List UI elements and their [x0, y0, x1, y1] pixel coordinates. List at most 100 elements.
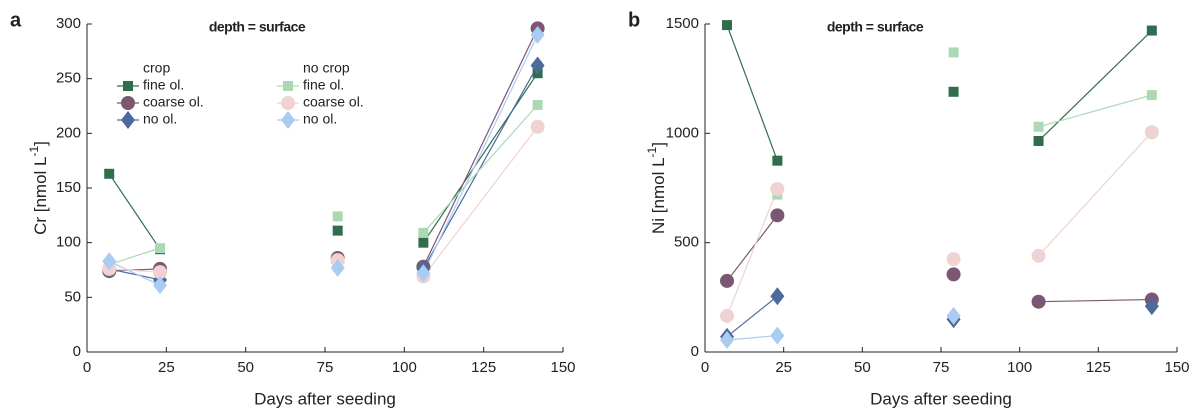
marker	[332, 211, 343, 222]
series-line	[727, 296, 1152, 336]
panel-letter: a	[10, 9, 22, 31]
y-tick-label: 0	[691, 343, 699, 360]
marker	[154, 243, 165, 254]
y-tick-label: 250	[56, 70, 81, 87]
y-tick-label: 0	[73, 343, 81, 360]
marker	[102, 252, 117, 271]
y-axis-label-sup: -1	[27, 145, 41, 156]
marker	[722, 20, 733, 31]
panel-subtitle: depth = surface	[209, 19, 306, 35]
series-line	[726, 24, 1153, 161]
y-tick-label: 1500	[666, 15, 699, 32]
x-tick-label: 50	[854, 359, 871, 376]
y-tick-label: 1000	[666, 124, 699, 141]
legend-label: no ol.	[143, 111, 177, 127]
marker	[418, 227, 429, 238]
marker	[1144, 297, 1159, 316]
marker	[770, 208, 785, 223]
marker	[330, 258, 345, 277]
x-tick-label: 0	[83, 359, 91, 376]
y-axis-label-end: ]	[31, 141, 50, 146]
series-line	[108, 34, 539, 286]
marker	[416, 264, 431, 283]
marker	[1031, 294, 1046, 309]
series-line	[1038, 94, 1152, 128]
marker	[720, 308, 735, 323]
y-tick-label: 50	[64, 288, 81, 305]
series-line	[727, 316, 954, 340]
x-tick-label: 50	[237, 359, 254, 376]
x-axis-label: Days after seeding	[870, 389, 1012, 408]
x-axis-label: Days after seeding	[254, 389, 396, 408]
marker	[152, 276, 167, 295]
legend-group: crop	[143, 60, 170, 76]
marker	[720, 273, 735, 288]
marker	[530, 119, 545, 134]
legend-label: fine ol.	[303, 77, 344, 93]
legend-label: fine ol.	[143, 77, 184, 93]
marker	[946, 252, 961, 267]
marker	[1146, 90, 1157, 101]
marker	[1033, 121, 1044, 132]
legend-marker	[281, 111, 295, 129]
x-tick-label: 75	[933, 359, 950, 376]
series-line	[108, 72, 539, 250]
y-axis-label-end: ]	[649, 142, 668, 147]
x-tick-label: 150	[550, 359, 575, 376]
marker	[418, 237, 429, 248]
panel: 0 500 1000 1500 0 25 50 75 100 125 150 Days after s…	[628, 9, 1190, 408]
legend-marker	[121, 96, 135, 110]
y-tick-label: 300	[56, 15, 81, 32]
legend-label: no ol.	[303, 111, 337, 127]
legend-marker	[121, 111, 135, 129]
marker	[946, 267, 961, 282]
marker	[1144, 125, 1159, 140]
y-axis-label-main: Ni [nmol L	[649, 157, 668, 234]
x-tick-label: 75	[317, 359, 334, 376]
marker	[770, 326, 785, 345]
y-tick-label: 150	[56, 179, 81, 196]
marker	[1031, 248, 1046, 263]
marker	[770, 287, 785, 306]
marker	[948, 47, 959, 58]
x-tick-label: 150	[1164, 359, 1189, 376]
marker	[772, 155, 783, 166]
legend-group: no crop	[303, 60, 350, 76]
marker	[1146, 25, 1157, 36]
x-tick-label: 125	[1086, 359, 1111, 376]
x-tick-label: 100	[392, 359, 417, 376]
legend-marker	[283, 81, 293, 91]
panel: 0 50 100 150 200 250 300 0 25 50 75 100 125 150 Days a…	[10, 9, 576, 408]
series-line	[726, 214, 1152, 303]
x-tick-label: 125	[471, 359, 496, 376]
marker	[530, 25, 545, 44]
series-line	[726, 131, 1153, 317]
legend-marker	[123, 81, 133, 91]
panel-subtitle: depth = surface	[827, 19, 924, 35]
y-axis-label-sup: -1	[645, 146, 659, 157]
legend-label: coarse ol.	[303, 94, 364, 110]
y-axis-label-main: Cr [nmol L	[31, 156, 50, 234]
marker	[770, 182, 785, 197]
x-tick-label: 25	[775, 359, 792, 376]
marker	[1033, 135, 1044, 146]
x-tick-label: 0	[701, 359, 709, 376]
marker	[152, 265, 167, 280]
marker	[946, 306, 961, 325]
series-line	[109, 104, 539, 266]
x-tick-label: 100	[1007, 359, 1032, 376]
marker	[104, 168, 115, 179]
marker	[948, 86, 959, 97]
x-tick-label: 25	[158, 359, 175, 376]
marker	[530, 56, 545, 75]
y-axis-label: Cr [nmol L-1]	[27, 141, 50, 235]
marker	[332, 225, 343, 236]
y-axis-label: Ni [nmol L-1]	[645, 142, 668, 234]
y-tick-label: 100	[56, 234, 81, 251]
y-tick-label: 500	[674, 234, 699, 251]
legend-marker	[281, 96, 295, 110]
panel-letter: b	[628, 9, 640, 31]
marker	[720, 330, 735, 349]
series-line	[109, 126, 539, 277]
